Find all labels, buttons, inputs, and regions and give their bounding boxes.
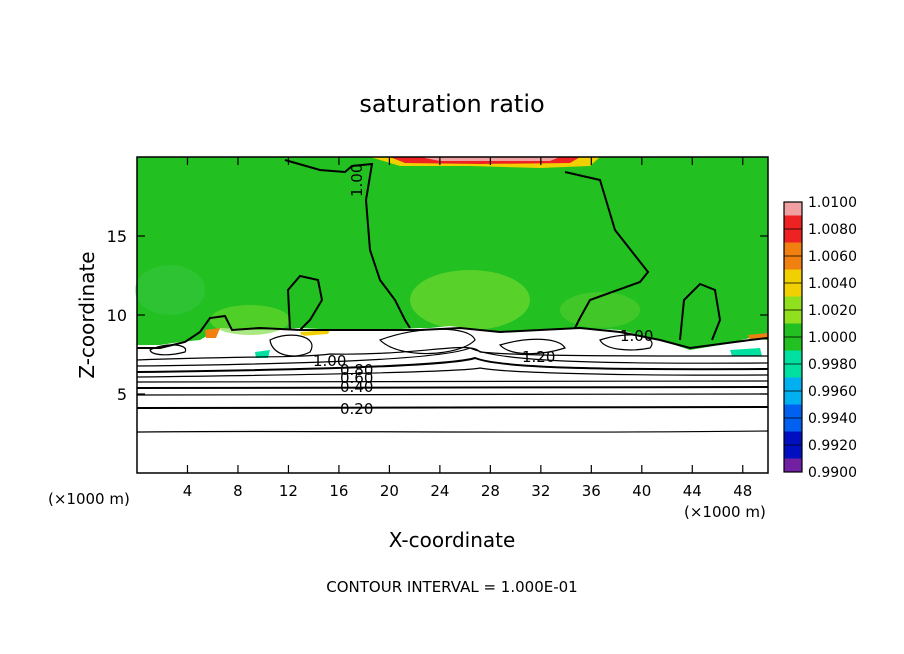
colorbar-band bbox=[784, 445, 802, 459]
y-tick-label: 15 bbox=[107, 227, 127, 246]
colorbar-band bbox=[784, 256, 802, 270]
colorbar-band bbox=[784, 242, 802, 256]
colorbar-band bbox=[784, 283, 802, 297]
boundary-fringe bbox=[205, 328, 220, 338]
boundary-fringe bbox=[730, 348, 762, 356]
colorbar-band bbox=[784, 364, 802, 378]
cloud-pocket bbox=[270, 334, 320, 358]
x-tick-label: 36 bbox=[582, 482, 601, 500]
y-tick-label: 5 bbox=[117, 385, 127, 404]
colorbar-label: 1.0100 bbox=[808, 195, 857, 211]
contour-label: 0.20 bbox=[340, 400, 373, 418]
colorbar-band bbox=[784, 229, 802, 243]
y-axis: 5 10 15 bbox=[107, 227, 768, 404]
colorbar-band bbox=[784, 296, 802, 310]
x-tick-label: 48 bbox=[733, 482, 752, 500]
x-tick-label: 32 bbox=[531, 482, 550, 500]
contour-line bbox=[136, 367, 769, 378]
contour-interval-footer: CONTOUR INTERVAL = 1.000E-01 bbox=[326, 578, 577, 596]
colorbar-label: 1.0020 bbox=[808, 303, 857, 319]
contour-line bbox=[564, 171, 650, 329]
boundary-fringe bbox=[255, 350, 270, 358]
x-axis: 4 8 12 16 20 24 28 32 36 40 44 48 bbox=[183, 157, 752, 500]
x-tick-label: 4 bbox=[183, 482, 193, 500]
light-patch bbox=[135, 265, 205, 315]
colorbar-band bbox=[784, 323, 802, 337]
contour-line bbox=[136, 430, 769, 433]
contour-label: 0.60 bbox=[340, 369, 373, 387]
contour-label: 0.80 bbox=[340, 361, 373, 379]
contour-line bbox=[136, 356, 769, 373]
contour-line bbox=[136, 380, 769, 383]
boundary-fringe bbox=[300, 330, 330, 336]
contour-line bbox=[284, 159, 411, 329]
contour-line bbox=[136, 393, 769, 396]
x-axis-label: X-coordinate bbox=[389, 528, 516, 552]
contour-line bbox=[136, 386, 769, 389]
colorbar-band bbox=[784, 269, 802, 283]
colorbar-band bbox=[784, 404, 802, 418]
chart-title: saturation ratio bbox=[359, 90, 544, 118]
x-tick-label: 8 bbox=[233, 482, 243, 500]
light-patch bbox=[210, 305, 290, 335]
colorbar-label: 1.0060 bbox=[808, 249, 857, 265]
contour-label: 1.00 bbox=[620, 327, 653, 345]
y-tick-label: 10 bbox=[107, 306, 127, 325]
colorbar-label: 0.9940 bbox=[808, 411, 857, 427]
colorbar-band bbox=[784, 202, 802, 216]
contour-label: 0.40 bbox=[340, 378, 373, 396]
colorbar-label: 0.9980 bbox=[808, 357, 857, 373]
contour-line bbox=[149, 344, 187, 356]
colorbar-band bbox=[784, 350, 802, 364]
colorbar-band bbox=[784, 310, 802, 324]
contour-line bbox=[679, 282, 722, 341]
contour-line bbox=[137, 314, 769, 350]
colorbar-label: 1.0000 bbox=[808, 330, 857, 346]
contour-labels: 0.20 0.40 0.60 0.80 1.00 1.00 1.00 1.20 bbox=[313, 164, 653, 418]
x-tick-label: 12 bbox=[279, 482, 298, 500]
x-unit-right: (×1000 m) bbox=[684, 503, 766, 521]
x-tick-label: 20 bbox=[380, 482, 399, 500]
colorbar-band bbox=[784, 377, 802, 391]
contour-line bbox=[269, 334, 313, 357]
x-tick-label: 28 bbox=[481, 482, 500, 500]
contour-lines bbox=[136, 159, 769, 433]
colorbar-band bbox=[784, 418, 802, 432]
contour-line bbox=[286, 274, 324, 331]
x-unit-left: (×1000 m) bbox=[48, 490, 130, 508]
colorbar-label: 0.9920 bbox=[808, 438, 857, 454]
x-tick-label: 44 bbox=[683, 482, 702, 500]
light-patch bbox=[410, 270, 530, 330]
contour-line bbox=[136, 406, 769, 409]
colorbar-label: 1.0080 bbox=[808, 222, 857, 238]
colorbar-band bbox=[784, 458, 802, 472]
colorbar-label: 1.0040 bbox=[808, 276, 857, 292]
colorbar-band bbox=[784, 337, 802, 351]
contour-label: 1.00 bbox=[348, 164, 366, 197]
contour-label: 1.20 bbox=[522, 348, 555, 366]
colorbar-band bbox=[784, 215, 802, 229]
x-tick-label: 40 bbox=[632, 482, 651, 500]
contour-label: 1.00 bbox=[313, 352, 346, 370]
x-tick-label: 24 bbox=[430, 482, 449, 500]
colorbar: 1.0100 1.0080 1.0060 1.0040 1.0020 1.0000 0.99… bbox=[783, 195, 857, 481]
contour-line bbox=[378, 328, 476, 355]
colorbar-band bbox=[784, 431, 802, 445]
contour-line bbox=[136, 346, 769, 361]
colorbar-label: 0.9900 bbox=[808, 465, 857, 481]
colorbar-label: 0.9960 bbox=[808, 384, 857, 400]
plot-area bbox=[135, 157, 768, 473]
y-axis-label: Z-coordinate bbox=[75, 251, 99, 378]
contour-line bbox=[599, 334, 653, 351]
x-tick-label: 16 bbox=[329, 482, 348, 500]
contour-line bbox=[498, 338, 566, 355]
colorbar-band bbox=[784, 391, 802, 405]
